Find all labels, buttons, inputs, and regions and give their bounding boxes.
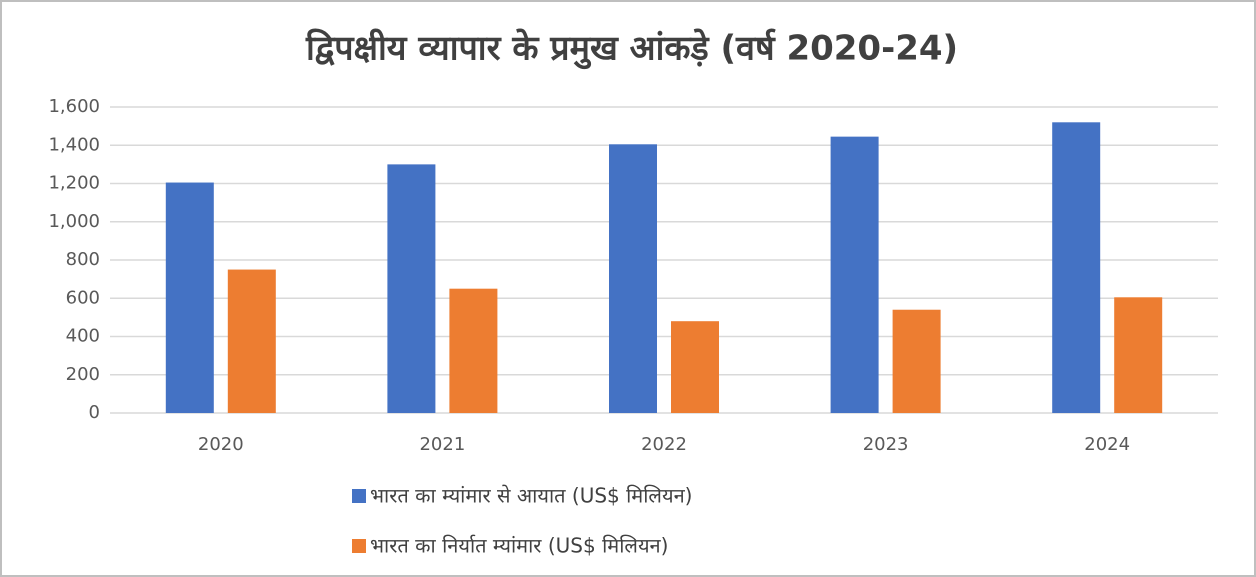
bar (671, 321, 719, 413)
legend-label: भारत का निर्यात म्यांमार (US$ मिलियन) (370, 534, 668, 558)
x-tick-label: 2021 (419, 434, 465, 455)
legend-swatch (352, 539, 366, 553)
bar (387, 164, 436, 413)
x-tick-label: 2022 (641, 434, 687, 455)
bar (449, 288, 498, 413)
y-tick-label: 1,600 (48, 96, 100, 117)
bar (830, 136, 879, 414)
bar (609, 144, 657, 413)
bar (892, 309, 941, 413)
y-tick-label: 600 (66, 287, 100, 308)
legend-label: भारत का म्यांमार से आयात (US$ मिलियन) (370, 484, 693, 508)
y-tick-label: 1,200 (48, 173, 100, 194)
y-tick-label: 200 (66, 364, 100, 385)
x-tick-label: 2020 (198, 434, 244, 455)
x-tick-label: 2024 (1084, 434, 1130, 455)
bar (227, 269, 276, 413)
x-tick-label: 2023 (863, 434, 909, 455)
legend-swatch (352, 489, 366, 503)
bar (165, 182, 214, 413)
y-tick-label: 400 (66, 326, 100, 347)
y-tick-label: 1,400 (48, 134, 100, 155)
chart-title: द्विपक्षीय व्यापार के प्रमुख आंकड़े (वर्… (305, 28, 958, 70)
bar (1052, 122, 1101, 414)
y-tick-label: 0 (89, 402, 100, 423)
bar (1114, 297, 1163, 413)
y-tick-label: 800 (66, 249, 100, 270)
y-tick-label: 1,000 (48, 211, 100, 232)
